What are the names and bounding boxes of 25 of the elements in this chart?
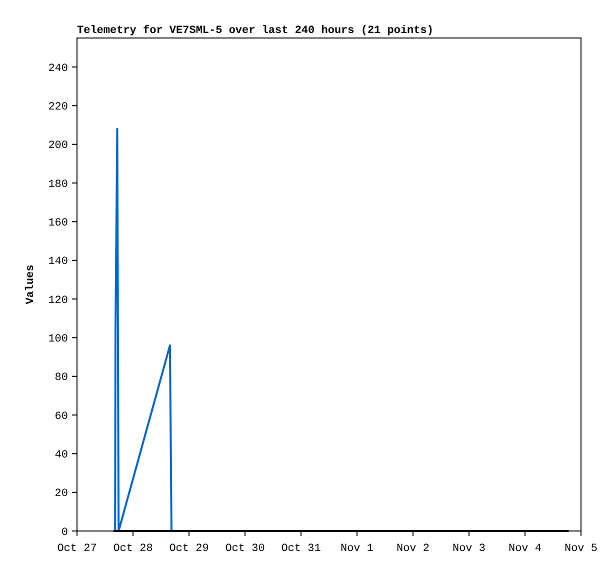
y-axis-title: Values bbox=[25, 264, 37, 304]
y-tick-label: 180 bbox=[48, 178, 68, 191]
x-tick-label: Oct 28 bbox=[113, 543, 153, 555]
x-tick-label: Oct 29 bbox=[169, 543, 209, 555]
x-tick-label: Nov 4 bbox=[508, 543, 542, 555]
y-tick-label: 140 bbox=[48, 256, 68, 268]
y-tick-label: 100 bbox=[48, 334, 68, 346]
x-tick-label: Oct 30 bbox=[225, 543, 265, 555]
x-tick-label: Oct 27 bbox=[57, 543, 97, 555]
x-tick-label: Nov 5 bbox=[564, 543, 598, 555]
x-tick-label: Nov 2 bbox=[396, 543, 430, 555]
y-tick-label: 160 bbox=[48, 218, 68, 230]
y-tick-label: 20 bbox=[54, 488, 68, 500]
y-tick-label: 120 bbox=[48, 294, 68, 307]
chart-title: Telemetry for VE7SML-5 over last 240 hours (21 points) bbox=[77, 24, 434, 37]
y-tick-label: 80 bbox=[54, 372, 68, 384]
y-tick-label: 40 bbox=[54, 450, 68, 462]
y-tick-label: 60 bbox=[54, 410, 68, 423]
x-tick-label: Nov 1 bbox=[340, 543, 374, 555]
y-tick-label: 0 bbox=[61, 526, 68, 539]
y-tick-label: 240 bbox=[48, 62, 68, 75]
y-tick-label: 220 bbox=[48, 102, 68, 114]
x-tick-label: Oct 31 bbox=[281, 543, 322, 555]
x-tick-label: Nov 3 bbox=[452, 543, 486, 555]
y-tick-label: 200 bbox=[48, 140, 68, 152]
